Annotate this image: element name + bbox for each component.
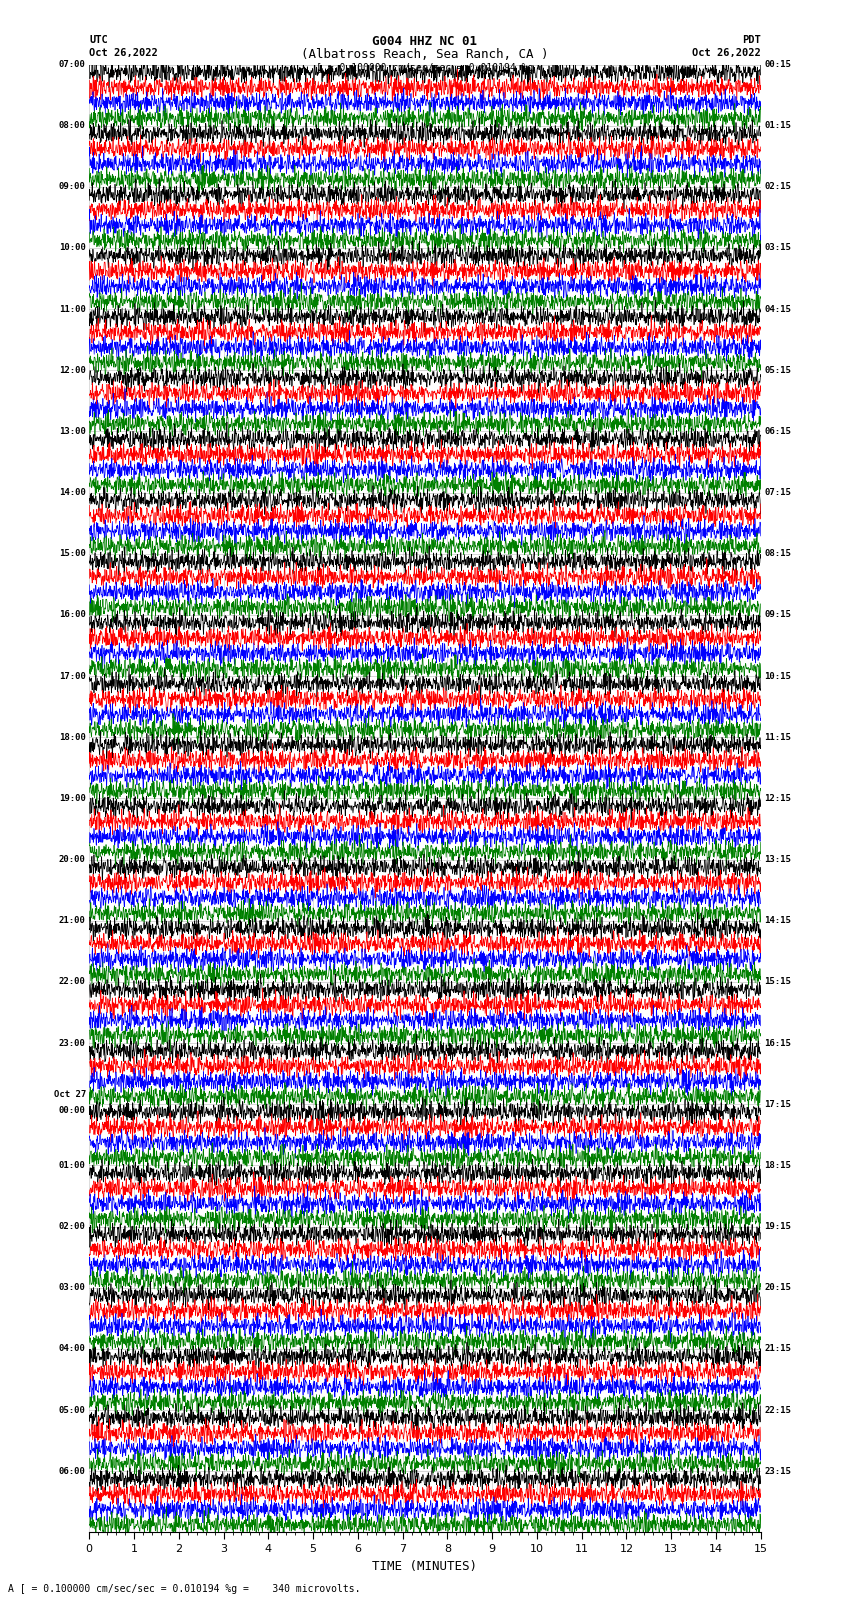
Text: 18:15: 18:15: [764, 1161, 791, 1169]
Text: 22:15: 22:15: [764, 1405, 791, 1415]
Text: 13:15: 13:15: [764, 855, 791, 865]
Text: 15:00: 15:00: [59, 550, 86, 558]
X-axis label: TIME (MINUTES): TIME (MINUTES): [372, 1560, 478, 1573]
Text: 17:15: 17:15: [764, 1100, 791, 1108]
Text: 18:00: 18:00: [59, 732, 86, 742]
Text: 05:15: 05:15: [764, 366, 791, 374]
Text: 20:00: 20:00: [59, 855, 86, 865]
Text: 01:00: 01:00: [59, 1161, 86, 1169]
Text: 09:15: 09:15: [764, 610, 791, 619]
Text: 14:15: 14:15: [764, 916, 791, 926]
Text: 03:00: 03:00: [59, 1284, 86, 1292]
Text: 22:00: 22:00: [59, 977, 86, 987]
Text: 01:15: 01:15: [764, 121, 791, 131]
Text: 16:15: 16:15: [764, 1039, 791, 1047]
Text: Oct 27: Oct 27: [54, 1090, 86, 1100]
Text: 11:15: 11:15: [764, 732, 791, 742]
Text: 04:00: 04:00: [59, 1344, 86, 1353]
Text: 07:15: 07:15: [764, 489, 791, 497]
Text: 21:15: 21:15: [764, 1344, 791, 1353]
Text: UTC: UTC: [89, 35, 108, 45]
Text: 08:00: 08:00: [59, 121, 86, 131]
Text: 02:00: 02:00: [59, 1223, 86, 1231]
Text: 21:00: 21:00: [59, 916, 86, 926]
Text: 08:15: 08:15: [764, 550, 791, 558]
Text: 15:15: 15:15: [764, 977, 791, 987]
Text: 06:00: 06:00: [59, 1466, 86, 1476]
Text: 10:00: 10:00: [59, 244, 86, 253]
Text: A [ = 0.100000 cm/sec/sec = 0.010194 %g =    340 microvolts.: A [ = 0.100000 cm/sec/sec = 0.010194 %g …: [8, 1584, 361, 1594]
Text: 07:00: 07:00: [59, 60, 86, 69]
Text: 23:00: 23:00: [59, 1039, 86, 1047]
Text: 19:15: 19:15: [764, 1223, 791, 1231]
Text: 17:00: 17:00: [59, 671, 86, 681]
Text: 12:15: 12:15: [764, 794, 791, 803]
Text: Oct 26,2022: Oct 26,2022: [89, 48, 158, 58]
Text: PDT: PDT: [742, 35, 761, 45]
Text: 13:00: 13:00: [59, 427, 86, 436]
Text: 03:15: 03:15: [764, 244, 791, 253]
Text: 23:15: 23:15: [764, 1466, 791, 1476]
Text: 00:15: 00:15: [764, 60, 791, 69]
Text: (Albatross Reach, Sea Ranch, CA ): (Albatross Reach, Sea Ranch, CA ): [301, 48, 549, 61]
Text: G004 HHZ NC 01: G004 HHZ NC 01: [372, 35, 478, 48]
Text: 10:15: 10:15: [764, 671, 791, 681]
Text: Oct 26,2022: Oct 26,2022: [692, 48, 761, 58]
Text: 12:00: 12:00: [59, 366, 86, 374]
Text: 20:15: 20:15: [764, 1284, 791, 1292]
Text: 19:00: 19:00: [59, 794, 86, 803]
Text: 04:15: 04:15: [764, 305, 791, 313]
Text: 14:00: 14:00: [59, 489, 86, 497]
Text: 11:00: 11:00: [59, 305, 86, 313]
Text: 16:00: 16:00: [59, 610, 86, 619]
Text: 02:15: 02:15: [764, 182, 791, 192]
Text: 09:00: 09:00: [59, 182, 86, 192]
Text: 00:00: 00:00: [59, 1107, 86, 1115]
Text: [ = 0.100000 cm/sec/sec = 0.010194 %g: [ = 0.100000 cm/sec/sec = 0.010194 %g: [316, 63, 534, 73]
Text: 06:15: 06:15: [764, 427, 791, 436]
Text: 05:00: 05:00: [59, 1405, 86, 1415]
